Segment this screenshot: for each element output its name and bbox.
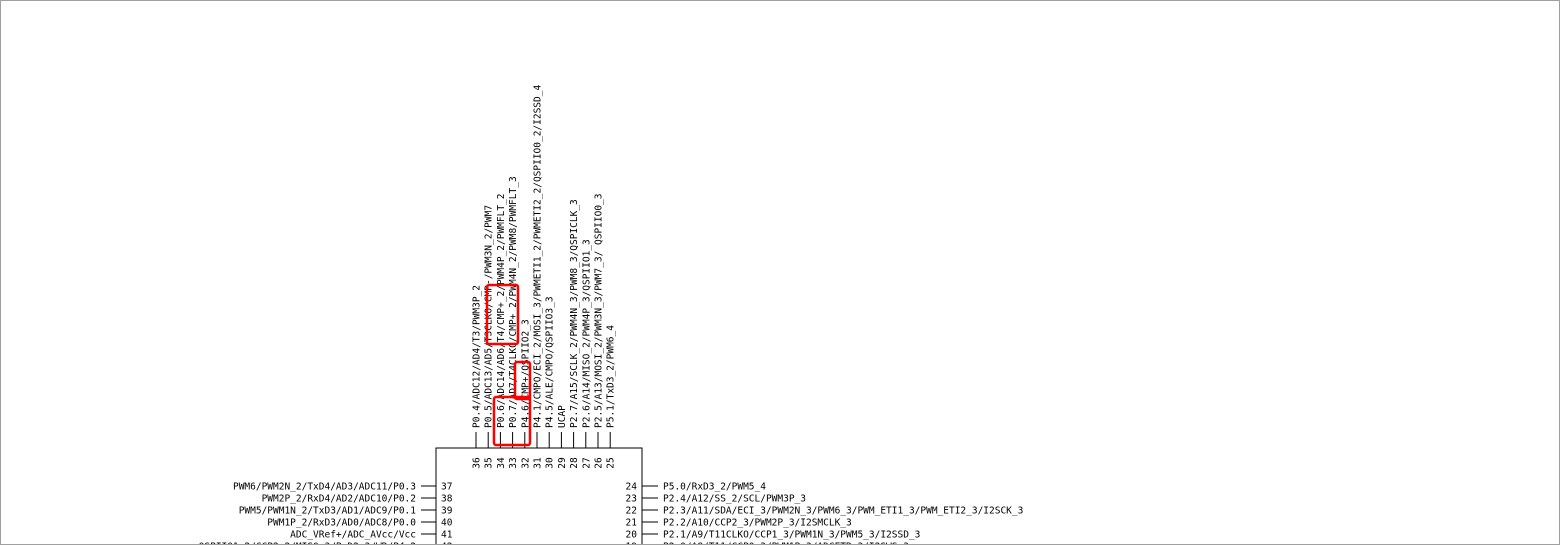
right-pin-number: 23 xyxy=(626,494,637,505)
right-pin-label: P5.0/RxD3_2/PWM5_4 xyxy=(663,482,766,493)
top-pin-number: 25 xyxy=(606,457,617,468)
top-pin-number: 30 xyxy=(545,457,556,469)
left-pin-number: 41 xyxy=(441,530,453,541)
right-pin-label: P2.0/A8/T11/CCP0_3/PWM1P_3/ADCETR_3/I2SW… xyxy=(663,542,909,545)
right-pin-number: 22 xyxy=(626,506,637,517)
top-pin-label: P2.5/A13/MOSI_2/PWM3N_3/PWM7_3/ QSPIIO0_… xyxy=(594,194,605,429)
top-pin-label: P5.1/TxD3_2/PWM6_4 xyxy=(606,325,617,428)
highlight-box xyxy=(513,360,532,401)
left-pin-label: PWM5/PWM1N_2/TxD3/AD1/ADC9/P0.1 xyxy=(239,506,417,517)
highlight-box xyxy=(492,395,532,447)
top-pin-label: P4.5/ALE/CMPO/QSPIIO3_3 xyxy=(545,296,556,428)
top-pin-label: P0.4/ADC12/AD4/T3/PWM3P_2 xyxy=(472,285,483,428)
right-pin-number: 19 xyxy=(626,542,638,545)
left-pin-number: 39 xyxy=(441,506,453,517)
right-pin-number: 24 xyxy=(626,482,638,493)
top-pin-number: 29 xyxy=(557,457,568,469)
left-pin-number: 37 xyxy=(441,482,452,493)
top-pin-label: P2.6/A14/MISO_2/PWM4P_3/QSPIIO1_3 xyxy=(581,239,592,428)
highlight-box xyxy=(485,283,520,346)
right-pin-number: 21 xyxy=(626,518,638,529)
left-pin-number: 40 xyxy=(441,518,453,529)
left-pin-label: QSPIIO1_2/CCP2_2/MISO_3/P_D2_3/WR/P4.2 xyxy=(199,542,416,545)
top-pin-label: P2.7/A15/SCLK_2/PWM4N_3/PWM8_3/QSPICLK_3 xyxy=(569,199,580,428)
left-pin-number: 42 xyxy=(441,542,452,545)
right-pin-label: P2.3/A11/SDA/ECI_3/PWM2N_3/PWM6_3/PWM_ET… xyxy=(663,506,1023,517)
left-pin-number: 38 xyxy=(441,494,453,505)
top-pin-number: 31 xyxy=(533,457,544,469)
left-pin-label: PWM6/PWM2N_2/TxD4/AD3/ADC11/P0.3 xyxy=(233,482,416,493)
top-pin-label: P0.6/ADC14/AD6/T4/CMP+_2/PWM4P_2/PWMFLT_… xyxy=(496,194,507,429)
top-pin-number: 27 xyxy=(581,457,592,468)
top-pin-label: UCAP xyxy=(557,405,568,428)
top-pin-number: 28 xyxy=(569,457,580,469)
left-pin-label: PWM2P_2/RxD4/AD2/ADC10/P0.2 xyxy=(262,494,416,505)
top-pin-number: 34 xyxy=(496,457,507,469)
top-pin-number: 32 xyxy=(520,457,531,468)
top-pin-number: 33 xyxy=(508,457,519,468)
top-pin-label: P4.1/CMPO/ECI_2/MOSI_3/PWMETI1_2/PWMETI2… xyxy=(533,85,544,428)
right-pin-label: P2.2/A10/CCP2_3/PWM2P_3/I2SMCLK_3 xyxy=(663,518,852,529)
top-pin-number: 35 xyxy=(484,457,495,468)
top-pin-number: 26 xyxy=(594,457,605,469)
top-pin-label: P0.5/ADC13/AD5/T3CLKO/CMP-/PWM3N_2/PWM7 xyxy=(484,205,495,428)
top-pin-label: P0.7/AD7/T4CLKO/CMP+_2/PWM4N_2/PWM8/PWMF… xyxy=(508,176,519,428)
left-pin-label: ADC_VRef+/ADC_AVcc/Vcc xyxy=(290,530,416,541)
right-pin-label: P2.1/A9/T11CLKO/CCP1_3/PWM1N_3/PWM5_3/I2… xyxy=(663,530,920,541)
top-pin-number: 36 xyxy=(472,457,483,469)
top-pin-label: P4.6/CMP+/QSPIIO2_3 xyxy=(520,319,531,428)
left-pin-label: PWM1P_2/RxD3/AD0/ADC8/P0.0 xyxy=(267,518,416,529)
right-pin-label: P2.4/A12/SS_2/SCL/PWM3P_3 xyxy=(663,494,806,505)
right-pin-number: 20 xyxy=(626,530,638,541)
